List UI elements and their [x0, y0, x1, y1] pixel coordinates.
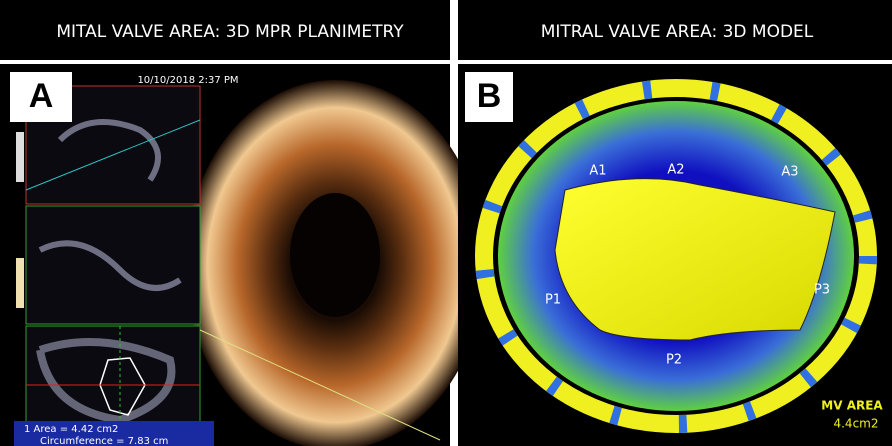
result-label: MV AREA: [821, 399, 883, 413]
figure: MITAL VALVE AREA: 3D MPR PLANIMETRY MITR…: [0, 0, 892, 446]
panel-b: A1 A2 A3 P1 P2 P3 B MV AREA 4.4cm2: [458, 64, 892, 446]
panel-a: 10/10/2018 2:37 PM A 1 Area = 4.42 cm2 C…: [0, 64, 485, 446]
panel-title: MITRAL VALVE AREA: 3D MODEL: [541, 22, 814, 42]
valve-orifice: [290, 193, 380, 317]
scallop-label: P1: [545, 293, 561, 308]
scallop-label: P3: [814, 283, 830, 298]
panel-letter: B: [477, 77, 502, 115]
scallop-label: P2: [666, 353, 682, 368]
panel-letter: A: [29, 77, 54, 115]
colorbar: [16, 132, 24, 182]
measurement-circumference: Circumference = 7.83 cm: [40, 436, 168, 446]
measurement-area: 1 Area = 4.42 cm2: [24, 424, 118, 435]
scallop-label: A2: [667, 163, 684, 178]
scallop-label: A1: [589, 164, 606, 179]
orifice: [555, 179, 835, 340]
timestamp: 10/10/2018 2:37 PM: [137, 75, 238, 86]
result-value: 4.4cm2: [833, 417, 878, 431]
panel-title: MITAL VALVE AREA: 3D MPR PLANIMETRY: [56, 22, 404, 42]
scallop-label: A3: [781, 165, 798, 180]
colorbar: [16, 258, 24, 308]
